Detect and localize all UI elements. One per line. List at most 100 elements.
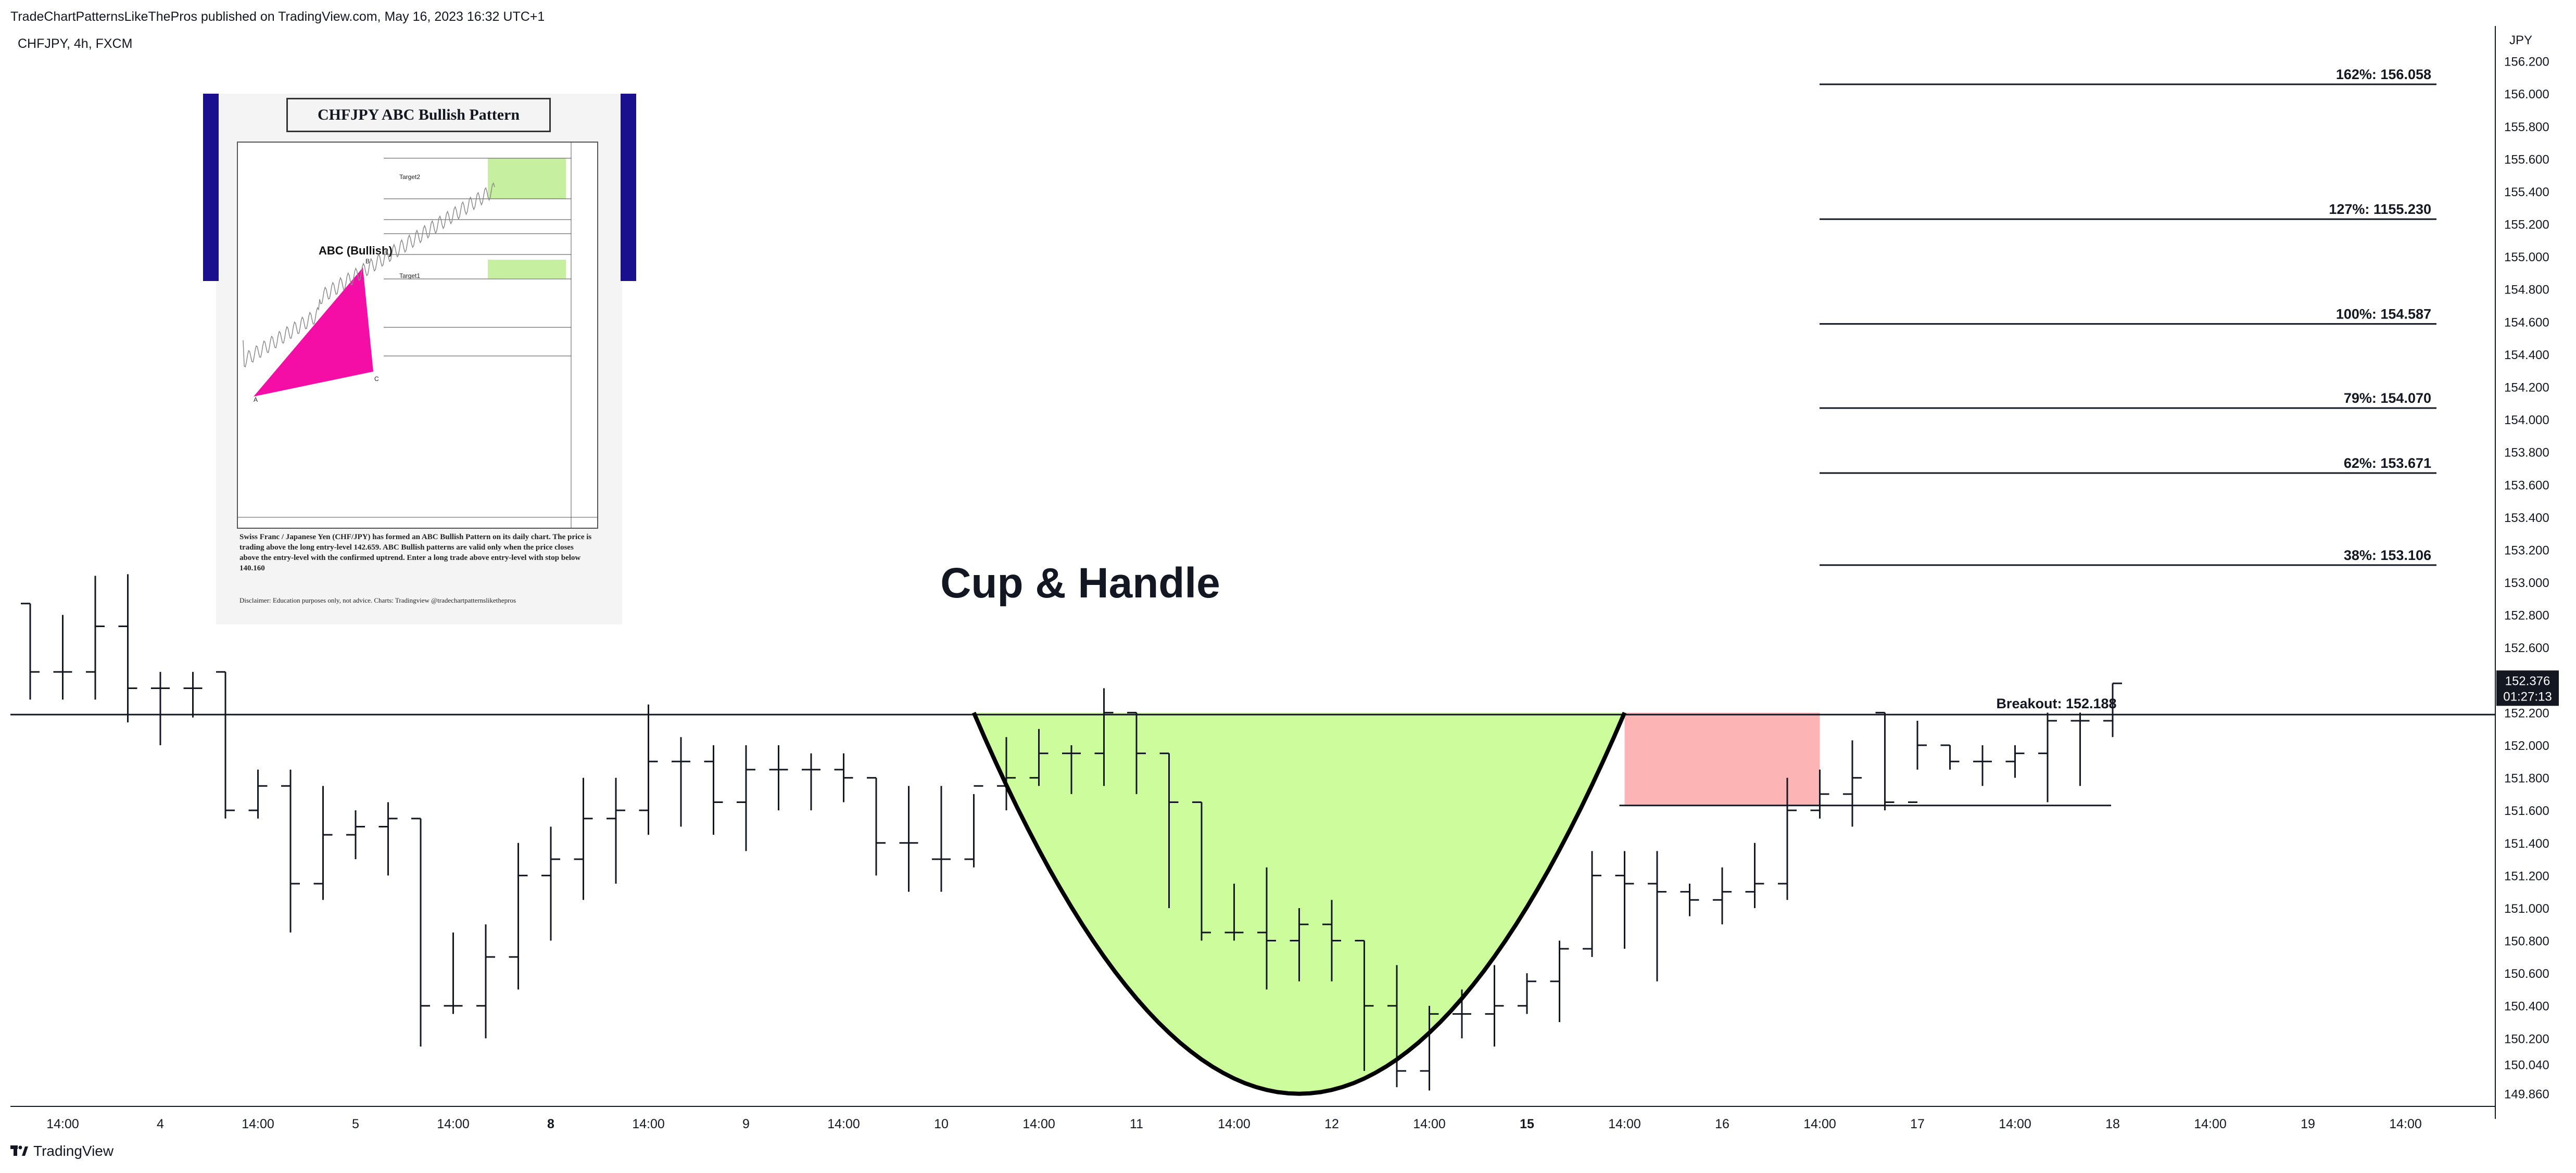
tradingview-label: TradingView (33, 1143, 114, 1159)
ohlc-bar (867, 777, 886, 876)
ohlc-bar (639, 704, 658, 835)
ohlc-bar (118, 574, 137, 723)
target-level-label: 62%: 153.671 (2344, 455, 2431, 471)
ohlc-bar (1224, 883, 1244, 941)
x-tick-label: 18 (2105, 1117, 2120, 1131)
ohlc-bar (1062, 745, 1081, 794)
y-tick-label: 150.400 (2504, 1000, 2549, 1014)
ohlc-bar (964, 785, 983, 868)
target-level-label: 79%: 154.070 (2344, 390, 2431, 406)
ohlc-bar (1485, 965, 1504, 1047)
y-tick-label: 155.000 (2504, 250, 2549, 264)
y-tick-label: 156.000 (2504, 87, 2549, 101)
x-tick-label: 14:00 (437, 1117, 470, 1131)
symbol-legend[interactable]: CHFJPY, 4h, FXCM (18, 36, 133, 51)
y-tick-label: 155.800 (2504, 120, 2549, 134)
ohlc-bar (248, 769, 268, 819)
ohlc-bar (1159, 753, 1179, 908)
y-tick-label: 152.600 (2504, 641, 2549, 655)
ohlc-bar (1973, 745, 1992, 786)
inset-chart: ABC (Bullish) A B C Target1 Target2 (237, 142, 598, 529)
ohlc-bar (2038, 712, 2057, 802)
y-tick-label: 150.600 (2504, 967, 2549, 981)
ohlc-bar (1615, 851, 1634, 949)
publisher-line: TradeChartPatternsLikeThePros published … (10, 9, 545, 24)
abc-triangle (254, 267, 373, 397)
y-tick-label: 152.800 (2504, 609, 2549, 623)
ohlc-bar (313, 786, 333, 900)
ohlc-bar (607, 777, 625, 884)
x-tick-label: 5 (352, 1117, 359, 1131)
ohlc-bar (346, 810, 365, 860)
cup-area (974, 712, 1625, 1094)
y-tick-label: 151.200 (2504, 869, 2549, 883)
x-tick-label: 8 (547, 1117, 554, 1131)
ohlc-bar (1192, 801, 1211, 941)
y-tick-label: 154.800 (2504, 283, 2549, 297)
inset-title: CHFJPY ABC Bullish Pattern (286, 98, 551, 132)
y-tick-label: 149.860 (2504, 1088, 2549, 1102)
y-tick-label: 152.200 (2504, 706, 2549, 720)
ohlc-bar (2070, 712, 2090, 786)
x-tick-label: 14:00 (1608, 1117, 1641, 1131)
y-tick-label: 154.200 (2504, 380, 2549, 394)
inset-description: Swiss Franc / Japanese Yen (CHF/JPY) has… (239, 533, 592, 572)
x-tick-label: 14:00 (1803, 1117, 1836, 1131)
y-tick-label: 150.200 (2504, 1032, 2549, 1046)
ohlc-bar (86, 576, 105, 700)
ohlc-bar (1908, 721, 1927, 804)
ohlc-bar (704, 745, 723, 835)
ohlc-bar (21, 603, 40, 700)
target-level-label: 127%: 1155.230 (2329, 201, 2431, 217)
ohlc-bar (1322, 900, 1341, 981)
ohlc-bar (1940, 744, 1960, 770)
y-tick-label: 151.800 (2504, 772, 2549, 786)
ohlc-bar (1745, 843, 1764, 908)
x-tick-label: 15 (1520, 1117, 1534, 1131)
inset-disclaimer: Disclaimer: Education purposes only, not… (239, 596, 516, 604)
ohlc-bar (2005, 745, 2025, 778)
x-tick-label: 14:00 (1218, 1117, 1251, 1131)
ohlc-bar (183, 672, 203, 718)
ohlc-bar (1290, 908, 1309, 981)
ohlc-bar (1648, 851, 1666, 981)
ohlc-bar (1713, 867, 1732, 925)
y-tick-label: 153.400 (2504, 511, 2549, 525)
ohlc-bar (1094, 688, 1114, 786)
ohlc-bar (1680, 883, 1699, 916)
y-tick-label: 155.400 (2504, 185, 2549, 199)
x-tick-label: 19 (2301, 1117, 2315, 1131)
y-tick-label: 153.000 (2504, 576, 2549, 590)
breakout-label: Breakout: 152.188 (1996, 696, 2116, 711)
ohlc-bar (834, 753, 853, 802)
ohlc-bar (216, 671, 235, 819)
ohlc-bar (541, 826, 560, 941)
x-tick-label: 11 (1130, 1117, 1143, 1131)
ohlc-bar (574, 777, 593, 900)
y-axis-unit: JPY (2509, 33, 2532, 47)
ohlc-bar (737, 745, 755, 851)
y-tick-label: 150.800 (2504, 935, 2549, 949)
target-level-label: 100%: 154.587 (2336, 306, 2431, 322)
ohlc-bar (2103, 682, 2122, 737)
cup-curve (971, 711, 1627, 1096)
ohlc-bar (151, 672, 170, 745)
y-tick-label: 153.600 (2504, 478, 2549, 492)
ohlc-bar (899, 786, 918, 892)
y-tick-label: 155.600 (2504, 152, 2549, 167)
tradingview-brand[interactable]: TradingView (10, 1143, 113, 1159)
ohlc-bar (1518, 973, 1536, 1014)
ohlc-bar (476, 924, 495, 1039)
y-tick-label: 151.000 (2504, 902, 2549, 916)
x-tick-label: 14:00 (2194, 1117, 2227, 1131)
y-tick-label: 153.200 (2504, 543, 2549, 557)
ohlc-bar (1550, 940, 1569, 1023)
last-price-value: 152.376 (2505, 674, 2550, 688)
ohlc-bar (1387, 965, 1406, 1088)
y-tick-label: 151.600 (2504, 804, 2549, 818)
y-tick-label: 151.400 (2504, 837, 2549, 851)
ohlc-bar (1843, 740, 1862, 827)
inset-point-label: C (374, 375, 379, 382)
y-tick-label: 154.000 (2504, 413, 2549, 427)
